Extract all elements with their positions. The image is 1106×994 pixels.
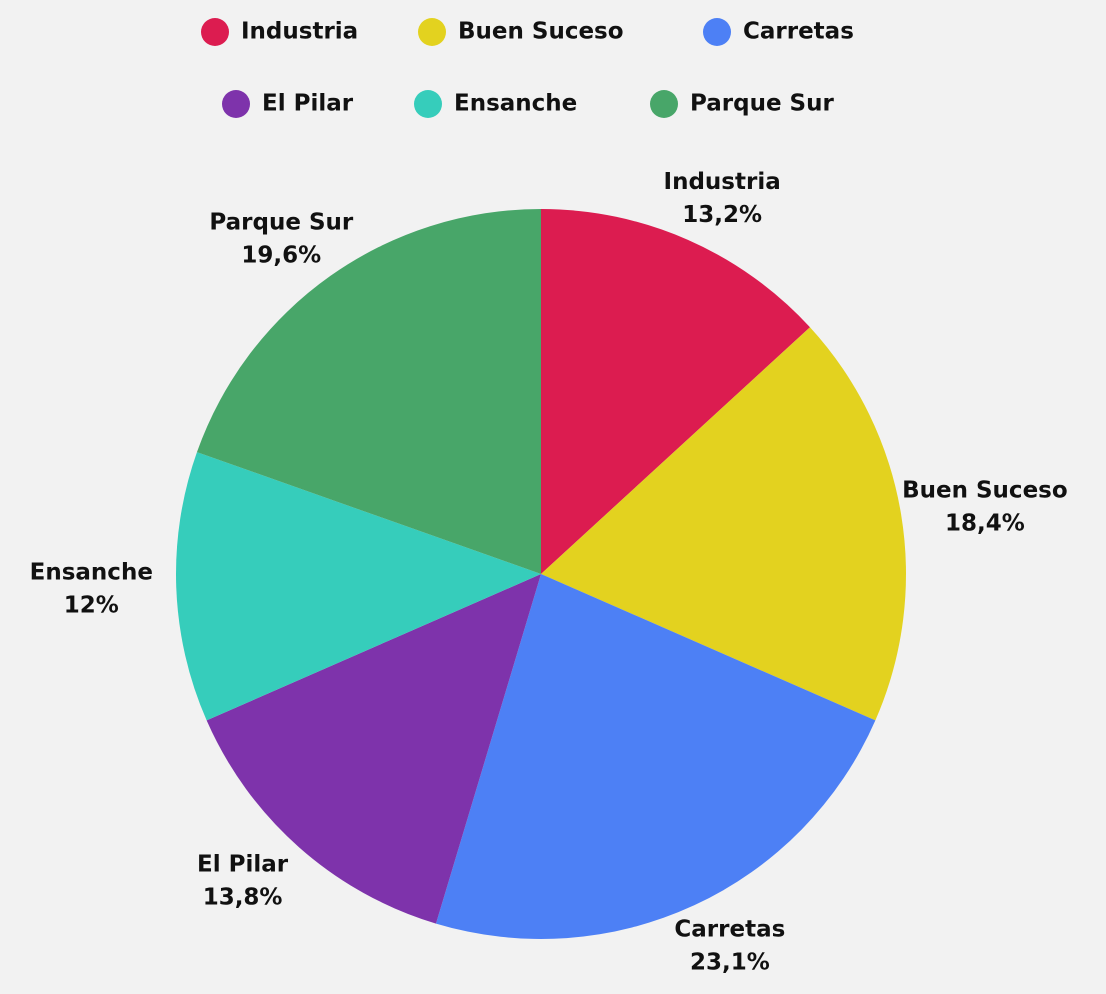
slice-label: Ensanche — [30, 559, 153, 585]
legend-label: Carretas — [743, 19, 854, 45]
slice-value: 13,2% — [682, 202, 762, 228]
legend-label: El Pilar — [262, 91, 354, 117]
pie-slice — [541, 327, 906, 721]
legend-label: Ensanche — [454, 91, 577, 117]
slice-label: Parque Sur — [209, 210, 353, 236]
legend-swatch — [418, 18, 446, 46]
pie-slice — [435, 574, 876, 940]
legend-label: Parque Sur — [690, 91, 834, 117]
legend-label: Industria — [241, 19, 358, 45]
pie-slice — [196, 209, 541, 574]
slice-value: 19,6% — [241, 243, 321, 269]
pie-slice — [175, 452, 541, 721]
legend-swatch — [201, 18, 229, 46]
slice-label: El Pilar — [197, 851, 289, 877]
slice-value: 12% — [64, 592, 119, 618]
pie-slice — [541, 209, 810, 574]
slice-label: Buen Suceso — [902, 477, 1068, 503]
slice-label: Industria — [664, 169, 781, 195]
slice-label: Carretas — [674, 917, 785, 943]
pie-slice — [206, 574, 541, 924]
legend-swatch — [414, 90, 442, 118]
legend-label: Buen Suceso — [458, 19, 624, 45]
slice-value: 23,1% — [690, 950, 770, 976]
legend-swatch — [703, 18, 731, 46]
slice-value: 18,4% — [945, 510, 1025, 536]
legend-swatch — [650, 90, 678, 118]
slice-value: 13,8% — [203, 884, 283, 910]
legend-swatch — [222, 90, 250, 118]
